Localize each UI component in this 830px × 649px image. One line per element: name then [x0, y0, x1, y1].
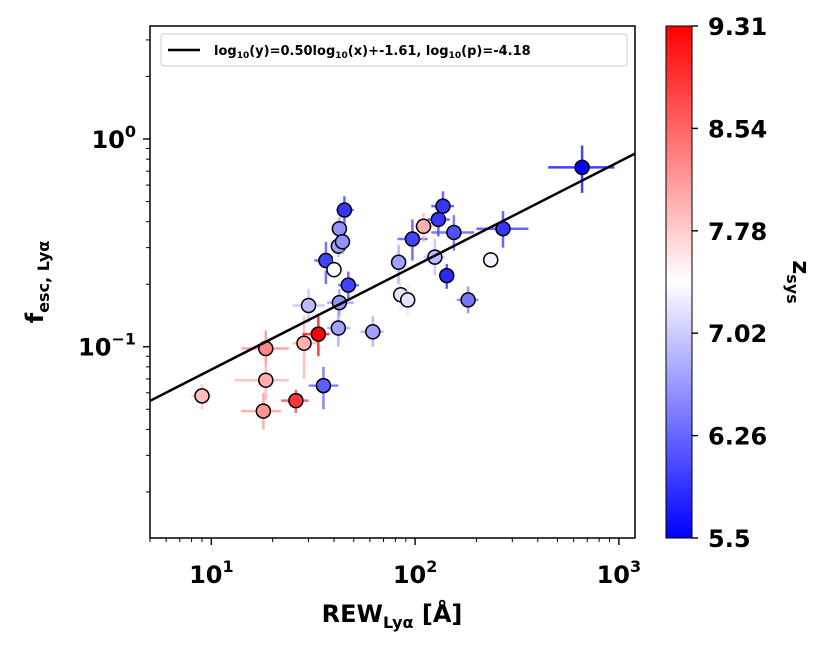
- point-marker: [330, 320, 347, 336]
- data-point: [191, 384, 212, 410]
- colorbar-tick-label: 9.31: [708, 13, 767, 41]
- plot-frame: [149, 25, 636, 539]
- point-marker: [399, 292, 416, 308]
- point-marker: [336, 202, 353, 218]
- point-marker: [404, 231, 421, 247]
- point-marker: [365, 324, 381, 340]
- point-marker: [300, 297, 317, 314]
- x-tick-label: 103: [597, 557, 642, 589]
- data-point: [334, 228, 351, 254]
- point-marker: [482, 252, 499, 268]
- data-point: [292, 288, 325, 324]
- point-marker: [340, 277, 357, 293]
- legend-label: log10(y)=0.50log10(x)+-1.61, log10(p)=-4…: [214, 44, 531, 61]
- data-point: [308, 366, 339, 410]
- x-tick-label: 102: [393, 557, 438, 589]
- colorbar-title: zsys: [783, 260, 815, 303]
- point-marker: [288, 392, 304, 409]
- data-point: [241, 330, 289, 367]
- data-point: [427, 203, 450, 237]
- x-axis-title: REWLyα [Å]: [322, 599, 463, 632]
- colorbar-tick-label: 6.26: [708, 423, 767, 451]
- point-marker: [415, 218, 432, 235]
- point-marker: [258, 372, 274, 388]
- data-point: [336, 196, 354, 224]
- y-tick-label: 100: [91, 122, 136, 154]
- point-marker: [439, 267, 455, 284]
- data-point: [281, 389, 309, 413]
- point-marker: [194, 388, 210, 404]
- data-point: [431, 191, 454, 222]
- colorbar-tick-label: 8.54: [708, 115, 767, 143]
- data-point: [399, 284, 416, 317]
- colorbar-tick-label: 7.02: [708, 320, 767, 348]
- y-axis-title: fesc, Lyα: [21, 241, 53, 324]
- fit-line: [150, 152, 635, 402]
- colorbar-tick-label: 7.78: [708, 218, 767, 246]
- data-point: [292, 316, 317, 379]
- x-tick-label: 101: [189, 557, 234, 589]
- data-point: [415, 213, 433, 242]
- data-point: [338, 271, 359, 299]
- point-marker: [296, 335, 312, 351]
- legend-box: [160, 33, 628, 67]
- point-marker: [326, 261, 342, 278]
- legend: log10(y)=0.50log10(x)+-1.61, log10(p)=-4…: [160, 33, 628, 67]
- data-point: [234, 361, 289, 401]
- data-point: [439, 264, 455, 289]
- point-marker: [310, 326, 327, 342]
- data-point: [548, 145, 615, 193]
- point-marker: [255, 403, 272, 419]
- data-point: [482, 252, 499, 268]
- point-marker: [435, 198, 451, 214]
- y-tick-label: 10−1: [78, 330, 136, 362]
- point-marker: [334, 234, 351, 250]
- data-point: [241, 392, 282, 430]
- axis-ticks: 101 102 103 10−1 100: [78, 39, 642, 589]
- colorbar-ticks: 5.5 6.26 7.02 7.78 8.54 9.31: [692, 13, 767, 553]
- data-point: [360, 316, 384, 347]
- data-point: [302, 316, 330, 357]
- point-marker: [390, 254, 407, 271]
- scatter-points: [150, 145, 635, 430]
- point-marker: [460, 292, 476, 308]
- data-point: [456, 286, 479, 314]
- data-point: [324, 257, 343, 285]
- data-point: [390, 244, 407, 285]
- colorbar: [665, 25, 693, 539]
- colorbar-tick-label: 5.5: [708, 525, 751, 553]
- data-point: [423, 239, 445, 276]
- point-marker: [446, 224, 462, 241]
- point-marker: [574, 159, 590, 176]
- point-marker: [315, 377, 332, 394]
